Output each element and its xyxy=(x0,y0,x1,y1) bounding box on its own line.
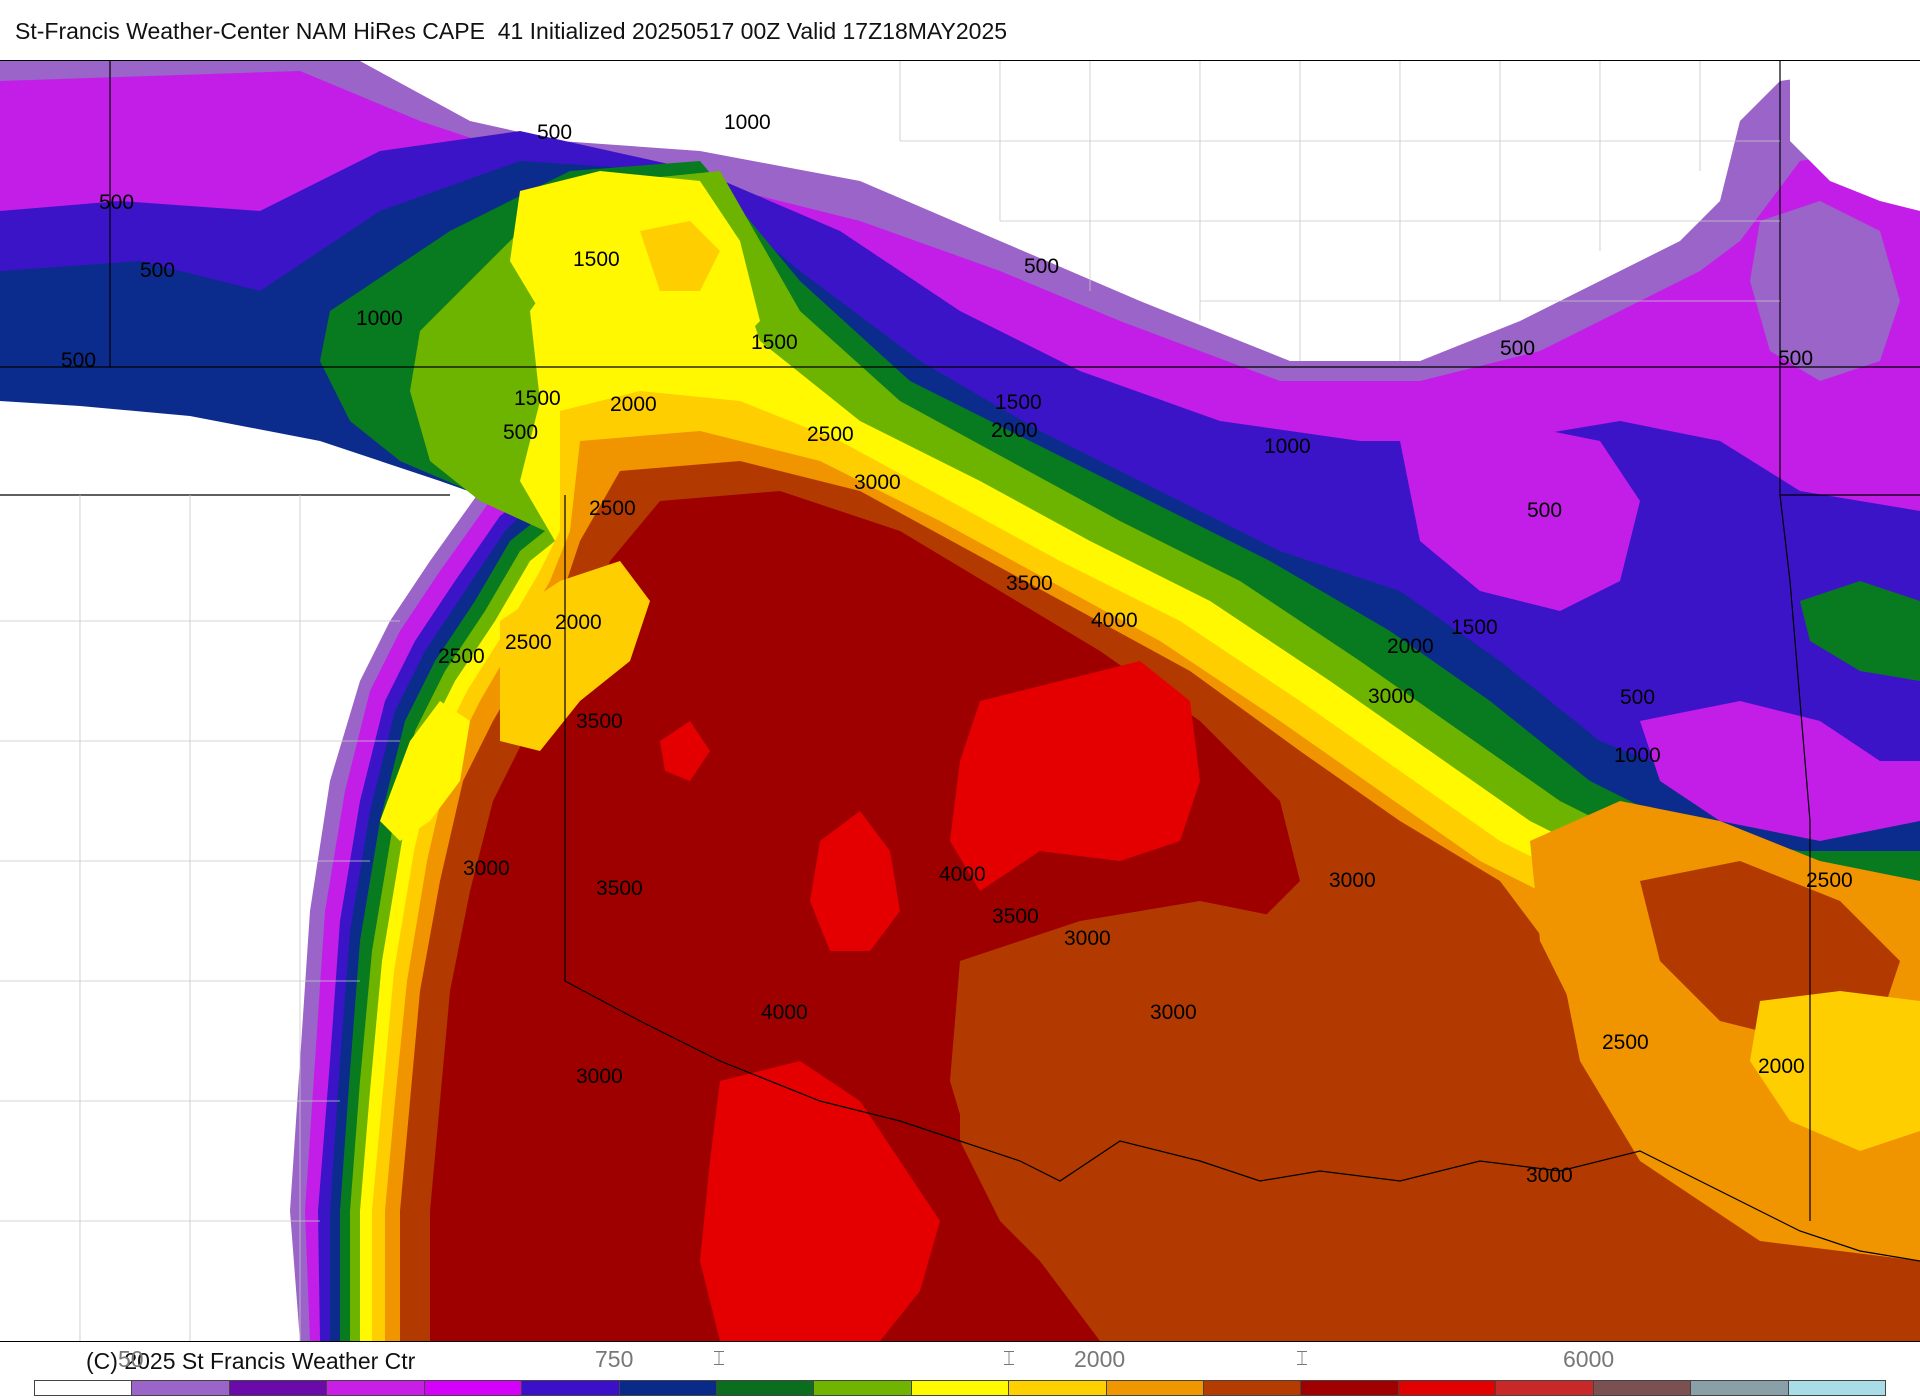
colorbar-tick-label: 6000 xyxy=(1563,1346,1615,1372)
contour-label: 1000 xyxy=(724,111,771,134)
colorbar-swatch xyxy=(1301,1381,1399,1395)
cape-band-4000-b xyxy=(810,811,900,951)
contour-label: 2500 xyxy=(1602,1031,1649,1054)
colorbar-tick-mark: ⌶ xyxy=(1003,1348,1015,1370)
contour-label: 2500 xyxy=(438,645,485,668)
contour-label: 500 xyxy=(537,121,572,144)
colorbar-swatch xyxy=(35,1381,133,1395)
colorbar-swatch xyxy=(814,1381,912,1395)
contour-label: 2500 xyxy=(1806,869,1853,892)
colorbar-swatch xyxy=(1691,1381,1789,1395)
contour-label: 1000 xyxy=(1614,744,1661,767)
contour-label: 1500 xyxy=(751,331,798,354)
state-border xyxy=(564,495,1920,1262)
contour-label-layer: 1000 500 500 500 1500 1000 500 1500 500 … xyxy=(61,111,1853,1187)
cape-band-1500-west xyxy=(380,701,470,841)
county-layer xyxy=(0,61,1780,1341)
contour-label: 1000 xyxy=(1264,435,1311,458)
colorbar-tick-mark: ⌶ xyxy=(1296,1348,1308,1370)
contour-label: 1500 xyxy=(1451,616,1498,639)
colorbar-swatch xyxy=(716,1381,815,1395)
cape-band-white-ne xyxy=(1790,61,1920,211)
colorbar-swatch xyxy=(1593,1381,1692,1395)
colorbar-swatch xyxy=(229,1381,328,1395)
contour-label: 3500 xyxy=(992,905,1039,928)
contour-label: 3500 xyxy=(596,877,643,900)
colorbar-swatch xyxy=(619,1381,717,1395)
cape-band-2000-west xyxy=(500,561,650,751)
colorbar-swatch xyxy=(911,1381,1010,1395)
contour-label: 3000 xyxy=(1329,869,1376,892)
contour-label: 3500 xyxy=(1006,572,1053,595)
contour-label: 3500 xyxy=(576,710,623,733)
contour-label: 4000 xyxy=(939,863,986,886)
contour-label: 500 xyxy=(1778,347,1813,370)
cape-band-4000-a xyxy=(950,661,1200,891)
contour-label: 4000 xyxy=(761,1001,808,1024)
colorbar-swatch xyxy=(424,1381,523,1395)
contour-label: 1500 xyxy=(514,387,561,410)
colorbar-tick-label: 750 xyxy=(595,1346,634,1372)
contour-label: 3000 xyxy=(854,471,901,494)
contour-label: 2500 xyxy=(807,423,854,446)
contour-label: 1000 xyxy=(356,307,403,330)
cape-band-lt500-ne xyxy=(1400,421,1640,611)
cape-band-4000-d xyxy=(660,721,710,781)
cape-band-lt500-e xyxy=(1640,701,1920,841)
colorbar-swatch xyxy=(1106,1381,1205,1395)
cape-band-3000-inner xyxy=(950,901,1600,1341)
contour-label: 1500 xyxy=(573,248,620,271)
colorbar-swatch xyxy=(1009,1381,1107,1395)
colorbar-legend xyxy=(34,1380,1886,1396)
cape-band-fringe-ne xyxy=(1750,201,1900,381)
copyright-notice: (C) 2025 St Francis Weather Ctr xyxy=(86,1348,416,1374)
contour-label: 500 xyxy=(140,259,175,282)
contour-label: 2000 xyxy=(1387,635,1434,658)
colorbar-swatch xyxy=(327,1381,425,1395)
map-title: St-Francis Weather-Center NAM HiRes CAPE… xyxy=(15,18,1008,44)
cape-map: 1000 500 500 500 1500 1000 500 1500 500 … xyxy=(0,60,1920,1342)
cape-band-1000-north xyxy=(1800,581,1920,681)
contour-label: 500 xyxy=(99,191,134,214)
boundary-layer xyxy=(0,61,1920,1262)
cape-band-2000-ne xyxy=(640,221,720,291)
contour-label: 500 xyxy=(1500,337,1535,360)
contour-label: 500 xyxy=(1527,499,1562,522)
contour-label: 3000 xyxy=(1150,1001,1197,1024)
contour-label: 3000 xyxy=(463,857,510,880)
contour-label: 1500 xyxy=(995,391,1042,414)
contour-label: 4000 xyxy=(1091,609,1138,632)
contour-label: 500 xyxy=(61,349,96,372)
cape-band-2000-east xyxy=(1750,991,1920,1151)
contour-label: 2500 xyxy=(505,631,552,654)
colorbar-swatch xyxy=(522,1381,620,1395)
colorbar-swatch xyxy=(1204,1381,1302,1395)
contour-label: 3000 xyxy=(1368,685,1415,708)
contour-label: 2000 xyxy=(1758,1055,1805,1078)
colorbar-swatch xyxy=(1788,1381,1886,1395)
contour-label: 500 xyxy=(1620,686,1655,709)
contour-label: 3000 xyxy=(1064,927,1111,950)
contour-label: 2000 xyxy=(610,393,657,416)
contour-label: 500 xyxy=(503,421,538,444)
contour-label: 500 xyxy=(1024,255,1059,278)
colorbar-tick-mark: ⌶ xyxy=(713,1348,725,1370)
colorbar-swatch xyxy=(1496,1381,1594,1395)
contour-label: 3000 xyxy=(1526,1164,1573,1187)
contour-label: 2000 xyxy=(555,611,602,634)
contour-label: 2000 xyxy=(991,419,1038,442)
cape-band-4000-c xyxy=(700,1061,940,1341)
cape-fill-layer xyxy=(0,61,1920,1341)
cape-band-1500-ne xyxy=(510,171,760,361)
colorbar-tick-label: 50 xyxy=(118,1346,144,1372)
contour-label: 2500 xyxy=(589,497,636,520)
colorbar-tick-label: 2000 xyxy=(1074,1346,1126,1372)
colorbar-swatch xyxy=(132,1381,230,1395)
state-border xyxy=(1779,494,1811,1221)
contour-label: 3000 xyxy=(576,1065,623,1088)
colorbar-swatch xyxy=(1398,1381,1497,1395)
